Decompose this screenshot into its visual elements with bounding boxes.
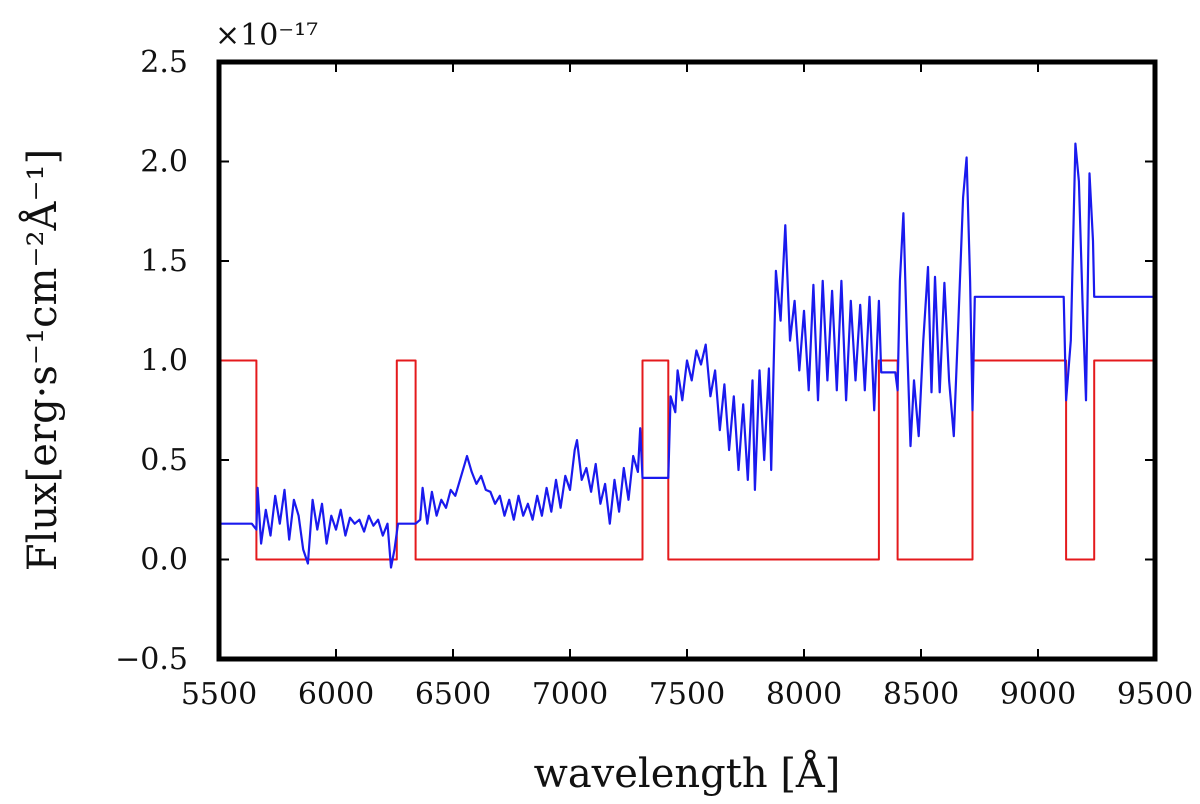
y-tick-label: 0.5 [140, 443, 188, 478]
y-tick-labels: −0.5 0.0 0.5 1.0 1.5 2.0 2.5 [115, 45, 188, 677]
x-tick-label: 5500 [181, 677, 257, 712]
y-tick-label: 1.5 [140, 244, 188, 279]
x-tick-label: 9000 [1000, 677, 1076, 712]
y-tick-label: −0.5 [115, 642, 188, 677]
plot-frame [216, 59, 1158, 662]
y-axis-label: Flux[erg·s⁻¹cm⁻²Å⁻¹] [19, 149, 66, 571]
x-tick-label: 8000 [766, 677, 842, 712]
series-spectrum-line [219, 142, 1155, 569]
y-tick-label: 1.0 [140, 344, 188, 379]
x-tick-label: 7500 [649, 677, 725, 712]
x-axis-label: wavelength [Å] [534, 750, 841, 797]
y-scale-label: ×10⁻¹⁷ [215, 18, 318, 53]
series-layer [219, 142, 1155, 569]
x-tick-labels: 5500 6000 6500 7000 7500 8000 8500 9000 9500 [181, 677, 1193, 712]
y-tick-label: 2.0 [140, 145, 188, 180]
x-tick-label: 6500 [415, 677, 491, 712]
x-tick-label: 9500 [1117, 677, 1193, 712]
x-tick-label: 6000 [298, 677, 374, 712]
y-tick-label: 2.5 [140, 45, 188, 80]
x-tick-label: 8500 [883, 677, 959, 712]
x-tick-label: 7000 [532, 677, 608, 712]
series-mask-line [219, 359, 1155, 561]
y-tick-label: 0.0 [140, 543, 188, 578]
